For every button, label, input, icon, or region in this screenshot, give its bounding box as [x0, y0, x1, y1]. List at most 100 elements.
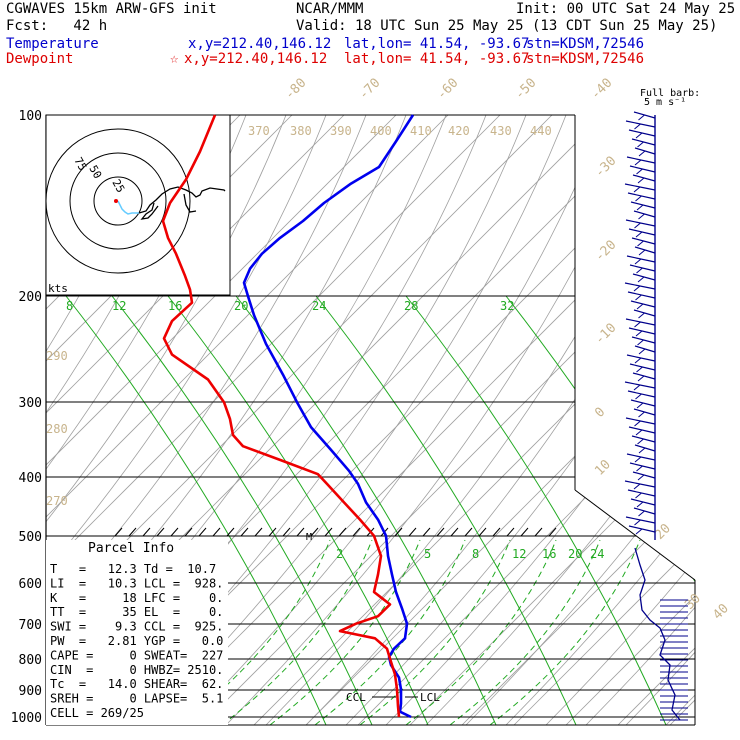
- hatch-mark: [114, 527, 123, 537]
- wind-barb-flag: [635, 294, 642, 301]
- wind-barb-flag: [637, 375, 645, 382]
- temperature-latlon: lat,lon= 41.54, -93.67: [344, 36, 530, 52]
- adiabat-label: 430: [490, 124, 512, 138]
- parcel-info-row: K = 18 LFC = 0.: [50, 591, 223, 605]
- hodograph-units: kts: [48, 282, 68, 295]
- isotherm-line: [669, 115, 695, 725]
- isotherm-line: [46, 115, 397, 725]
- hatch-mark: [268, 527, 277, 537]
- m-marker-label: M: [306, 532, 312, 543]
- isotherm-line: [46, 115, 345, 725]
- hatch-mark: [296, 527, 305, 537]
- mixing-ratio-dashed-line: [405, 539, 557, 725]
- wind-barb-flag: [634, 159, 642, 166]
- wind-barb-flag: [634, 123, 641, 130]
- wind-barb-flag: [636, 204, 644, 211]
- pressure-label: 200: [19, 290, 42, 305]
- isotherm-line: [305, 115, 695, 725]
- isotherm-line: [46, 115, 553, 725]
- mixing-ratio-line: [235, 295, 497, 725]
- isotherm-label: 10: [592, 457, 614, 479]
- isotherm-labels: -80 -70 -60 -50 -40 -30 -20 -10 0 10 20 30 40: [282, 76, 732, 623]
- isotherm-line: [46, 115, 501, 725]
- parcel-info-row: Tc = 14.0 SHEAR= 62.: [50, 677, 223, 691]
- dry-adiabat-line: [465, 115, 695, 725]
- hodograph-ring-25: [93, 176, 143, 226]
- hatch-mark: [492, 527, 501, 537]
- pressure-label: 400: [19, 471, 42, 486]
- dry-adiabat-line: [265, 115, 687, 725]
- dry-adiabat-line: [46, 115, 327, 725]
- dry-adiabat-line: [545, 115, 695, 725]
- wind-barb-flag: [634, 420, 641, 427]
- pressure-label: 100: [19, 109, 42, 124]
- wind-barb-flag: [638, 150, 646, 157]
- parcel-info-row: CIN = 0 HWBZ= 2510.: [50, 663, 223, 677]
- hatch-mark: [184, 527, 193, 537]
- dry-adiabat-line: [425, 115, 695, 725]
- wind-barb-flag: [637, 474, 645, 481]
- dry-adiabat-line: [46, 115, 47, 725]
- hatch-mark: [198, 527, 207, 537]
- hatch-mark: [156, 527, 165, 537]
- isotherm-label: -80: [282, 76, 309, 103]
- init-time: Init: 00 UTC Sat 24 May 25: [516, 1, 736, 17]
- hodograph-hook: [140, 202, 159, 220]
- wind-barb-legend: Full barb: 5 m s⁻¹: [640, 88, 700, 108]
- adiabat-label: 370: [248, 124, 270, 138]
- pressure-label: 300: [19, 396, 42, 411]
- mixing-ratio-label: 20: [234, 299, 248, 313]
- mixing-ratio-label: 8: [472, 547, 479, 561]
- mixing-ratio-label: 28: [404, 299, 418, 313]
- wind-barb-flag: [634, 321, 641, 328]
- isotherm-line: [461, 115, 695, 725]
- isotherm-label: -10: [592, 321, 619, 348]
- wind-barb-flag: [638, 510, 645, 517]
- mixing-ratio-label: 24: [590, 547, 604, 561]
- adiabat-label: 410: [410, 124, 432, 138]
- isotherm-line: [357, 115, 695, 725]
- adiabat-label: 290: [46, 349, 68, 363]
- hatch-mark: [436, 527, 445, 537]
- lower-barb-trace: [634, 547, 681, 721]
- pressure-label: 700: [19, 618, 42, 633]
- wind-barb-flag: [635, 330, 643, 337]
- wind-barb-flag: [636, 465, 643, 472]
- hatch-mark: [478, 527, 487, 537]
- wind-barb-flag: [638, 114, 645, 121]
- parcel-info-panel: Parcel Info T = 12.3 Td = 10.7LI = 10.3 …: [46, 540, 228, 725]
- isotherm-label: -20: [592, 238, 619, 265]
- adiabat-labels: 370 380 390 400 410 420 430 440 290 280 270: [46, 124, 552, 508]
- parcel-info-row: CELL = 269/25: [50, 706, 144, 720]
- adiabat-label: 420: [448, 124, 470, 138]
- isotherm-line: [565, 115, 695, 725]
- hodograph-ring-50: [69, 152, 167, 250]
- dry-adiabat-line: [225, 115, 647, 725]
- dewpoint-marker-icon: ☆: [170, 51, 179, 67]
- dewpoint-latlon: lat,lon= 41.54, -93.67: [344, 51, 530, 67]
- hatch-mark: [520, 527, 529, 537]
- mixing-ratio-line: [405, 295, 667, 725]
- mixing-ratio-dashed-line: [489, 539, 641, 725]
- mixing-ratio-line: [65, 295, 327, 725]
- hatch-mark: [506, 527, 515, 537]
- hodograph: 75 50 25 kts: [45, 114, 231, 296]
- wind-barb-flag: [635, 231, 643, 238]
- isotherm-label: -40: [588, 76, 615, 103]
- isotherm-line: [0, 115, 32, 725]
- isotherm-line: [201, 115, 695, 725]
- mixing-ratio-label: 5: [424, 547, 431, 561]
- adiabat-label: 390: [330, 124, 352, 138]
- mixing-ratio-line: [505, 295, 695, 725]
- parcel-info-background: [46, 540, 228, 725]
- wind-barb-flag: [635, 492, 642, 499]
- mixing-ratio-label: 24: [312, 299, 326, 313]
- mixing-ratio-dashed-line: [314, 539, 466, 725]
- hatch-mark: [534, 527, 543, 537]
- wind-barb-flag: [634, 456, 642, 463]
- parcel-info-row: PW = 2.81 YGP = 0.0: [50, 634, 223, 648]
- hatch-mark: [548, 527, 557, 537]
- hatch-mark: [394, 527, 403, 537]
